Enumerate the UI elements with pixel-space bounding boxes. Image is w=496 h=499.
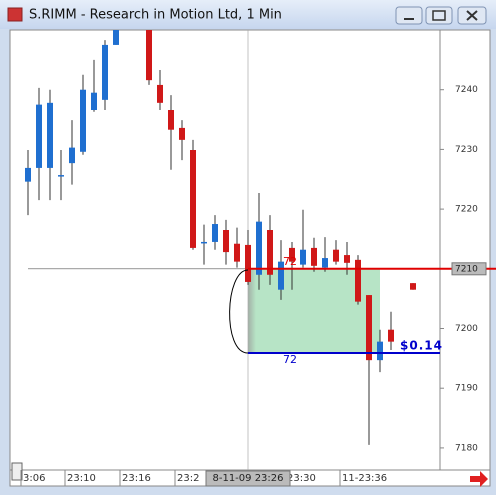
candle-body (25, 167, 31, 182)
candle-body (113, 30, 119, 45)
candle-body (366, 295, 372, 361)
maximize-button[interactable] (425, 6, 453, 25)
maximize-icon (432, 10, 446, 21)
time-marker-label: 8-11-09 23:26 (212, 473, 283, 484)
candle-body (69, 147, 75, 164)
candle-body (289, 247, 295, 262)
candle-body (333, 249, 339, 262)
candle-body (278, 261, 284, 290)
y-tick-label: 7200 (455, 324, 478, 334)
candle-body (344, 255, 350, 263)
candle-body (223, 230, 229, 253)
y-tick-label: 7240 (455, 85, 478, 95)
candle-body (102, 44, 108, 100)
price-marker-label: 7210 (455, 264, 478, 274)
x-tick-label: 3:06 (23, 473, 45, 484)
candle-body (377, 341, 383, 361)
candle-body (190, 150, 196, 248)
price-marker-box (451, 262, 487, 276)
candle-body (388, 329, 394, 342)
candle-body (36, 104, 42, 168)
candle-body (300, 249, 306, 265)
y-tick-label: 7190 (455, 384, 478, 394)
y-tick-label: 7180 (455, 443, 478, 453)
candle-body (157, 84, 163, 103)
candle-body (256, 221, 262, 275)
candle-body (58, 175, 64, 177)
candle-body (80, 89, 86, 152)
minimize-button[interactable] (395, 6, 423, 25)
candle-body (410, 283, 416, 290)
candle-body (47, 102, 53, 168)
candle-body (311, 247, 317, 266)
candle-body (322, 258, 328, 268)
candle-body (91, 92, 97, 110)
candle-body (355, 259, 361, 302)
scroll-handle[interactable] (11, 462, 23, 481)
red-level-label: 72 (283, 255, 297, 268)
x-tick-label: 23:10 (67, 473, 96, 484)
candle-body (146, 30, 152, 81)
window-title: S.RIMM - Research in Motion Ltd, 1 Min (29, 8, 282, 23)
y-tick-label: 7220 (455, 205, 478, 215)
candle-body (267, 230, 273, 275)
zone-shadow (248, 268, 256, 353)
x-tick-label: 11-23:36 (342, 473, 387, 484)
selection-bracket (229, 269, 249, 354)
app-icon (7, 7, 23, 22)
candle-body (179, 127, 185, 140)
x-tick-label: 23:30 (287, 473, 316, 484)
profit-label: $0.14 (400, 338, 443, 352)
candle-body (212, 224, 218, 242)
blue-level-label: 72 (283, 353, 297, 366)
candle-body (201, 241, 207, 244)
candle-body (245, 244, 251, 282)
x-tick-label: 23:2 (177, 473, 199, 484)
x-tick-label: 23:16 (122, 473, 151, 484)
candle-body (234, 243, 240, 262)
time-marker-box (205, 470, 291, 487)
candle-body (168, 110, 174, 130)
close-icon (466, 10, 478, 21)
y-tick-label: 7230 (455, 145, 478, 155)
scroll-right-arrow[interactable] (470, 471, 488, 487)
